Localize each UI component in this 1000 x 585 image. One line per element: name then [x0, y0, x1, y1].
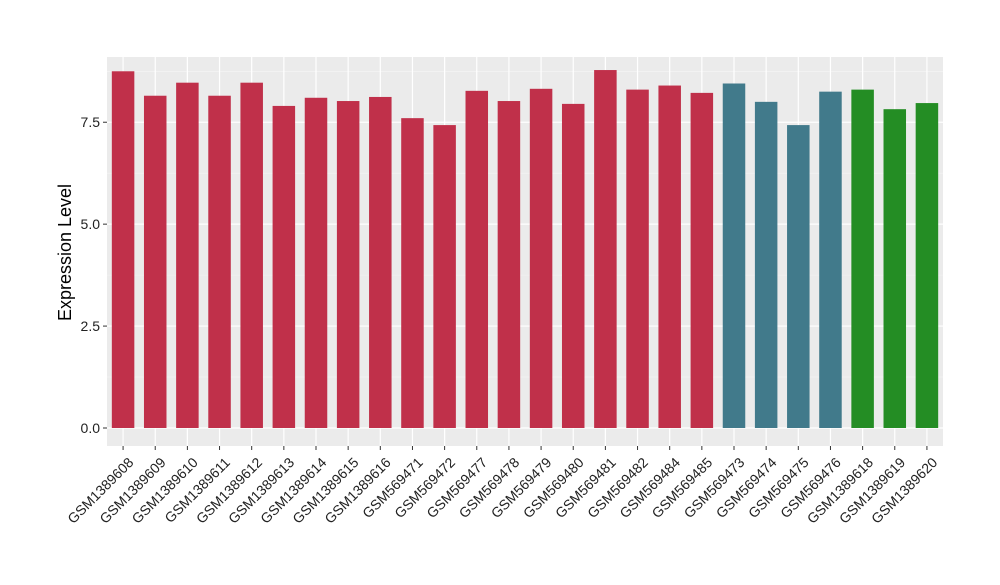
bar	[401, 118, 424, 429]
bar	[594, 70, 617, 429]
bar	[240, 82, 263, 428]
bar	[851, 89, 874, 428]
bars	[111, 70, 939, 429]
bar	[433, 125, 456, 428]
y-axis-label: Expression Level	[55, 184, 75, 321]
bar	[561, 103, 585, 428]
bar	[369, 96, 392, 428]
bar	[529, 88, 553, 429]
y-axis: 0.0 2.5 5.0 7.5	[81, 114, 107, 436]
y-tick-label: 0.0	[81, 420, 101, 436]
bar	[208, 95, 231, 428]
y-tick-label: 2.5	[81, 318, 101, 334]
y-tick-label: 5.0	[81, 216, 101, 232]
bar	[915, 103, 939, 429]
bar	[143, 95, 167, 428]
bar	[626, 89, 649, 428]
bar	[176, 82, 199, 428]
y-tick-label: 7.5	[81, 114, 101, 130]
plot-background	[107, 57, 943, 446]
bar	[722, 83, 746, 428]
bar	[690, 92, 714, 428]
bar	[787, 125, 810, 428]
bar	[304, 97, 328, 429]
bar	[754, 101, 778, 428]
bar	[497, 101, 521, 429]
bar	[883, 109, 907, 428]
bar	[465, 90, 489, 428]
bar	[111, 71, 135, 429]
bar	[272, 105, 296, 428]
bar	[658, 85, 681, 429]
x-axis: GSM1389608GSM1389609GSM1389610GSM1389611…	[64, 446, 941, 527]
bar	[336, 101, 360, 429]
bar	[819, 91, 842, 429]
